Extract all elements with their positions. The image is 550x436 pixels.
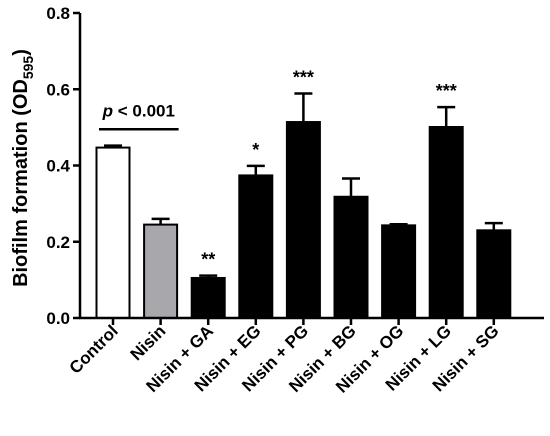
y-axis-label-main: Biofilm formation (OD xyxy=(10,79,32,287)
bar xyxy=(95,146,131,319)
bar xyxy=(143,223,179,319)
significance-label: ** xyxy=(201,250,215,270)
bar xyxy=(285,121,321,319)
bar xyxy=(333,195,369,319)
bar xyxy=(190,276,226,319)
y-axis-title: Biofilm formation (OD595) xyxy=(10,49,36,287)
y-tick-label: 0.6 xyxy=(46,80,70,99)
bar xyxy=(428,125,464,320)
y-tick-label: 0.4 xyxy=(46,157,70,176)
significance-label: *** xyxy=(436,81,457,101)
y-axis: 0.0 0.2 0.4 0.6 0.8 xyxy=(46,4,82,328)
bar xyxy=(476,229,512,319)
category-label: Nisin xyxy=(127,321,170,364)
y-axis-label-subscript: 595 xyxy=(20,56,36,80)
p-value-annotation: p < 0.001 xyxy=(99,101,179,131)
category-label: Control xyxy=(66,321,122,377)
bar xyxy=(238,174,274,319)
significance-label: * xyxy=(252,140,259,160)
annotation-p-symbol: p xyxy=(102,101,113,120)
y-tick-label: 0.2 xyxy=(46,233,70,252)
y-tick-label: 0.0 xyxy=(46,309,70,328)
annotation-value: < 0.001 xyxy=(113,101,175,120)
y-axis-label: Biofilm formation (OD595) xyxy=(10,49,36,287)
significance-label: *** xyxy=(293,67,314,87)
annotation-text: p < 0.001 xyxy=(102,101,175,120)
bars-group: ********* xyxy=(95,67,512,320)
y-tick-label: 0.8 xyxy=(46,4,70,23)
y-axis-label-close: ) xyxy=(10,49,32,56)
bar xyxy=(381,224,417,319)
